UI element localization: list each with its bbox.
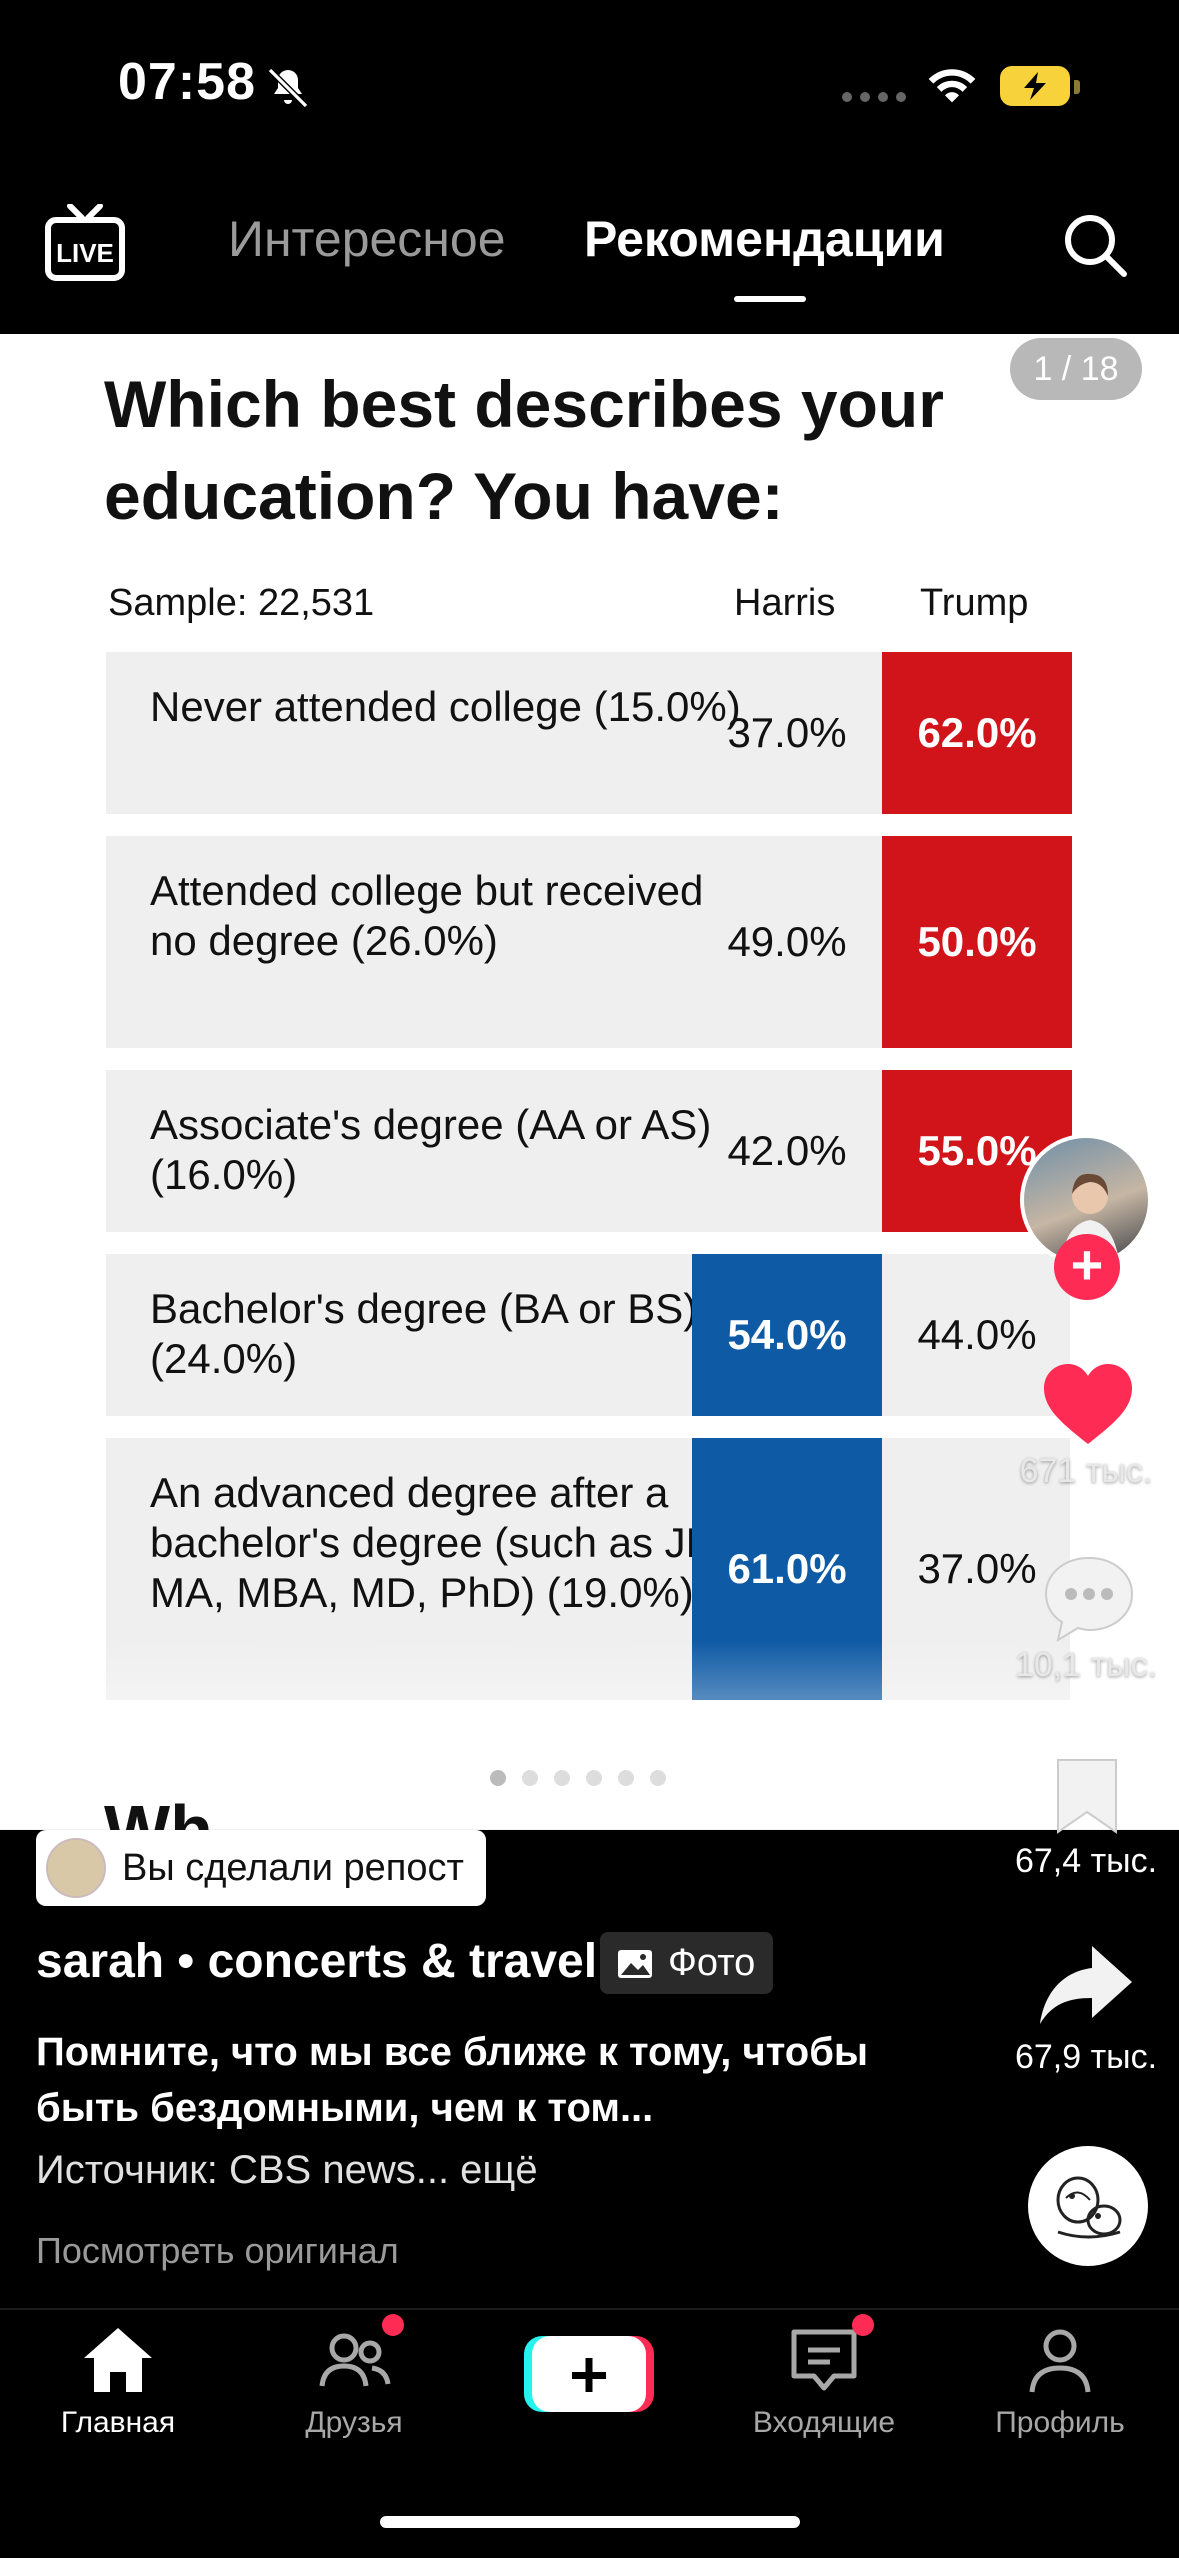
post-caption[interactable]: Помните, что мы все ближе к тому, чтобы … [36, 2030, 869, 2130]
tab-friends-label: Друзья [305, 2406, 403, 2439]
column-header-harris: Harris [734, 582, 836, 624]
card-fade [0, 1640, 1179, 1830]
table-row: Bachelor's degree (BA or BS) (24.0%) 54.… [106, 1254, 1070, 1416]
live-label: LIVE [56, 238, 114, 268]
home-indicator [380, 2516, 800, 2528]
repost-avatar [46, 1838, 106, 1898]
author-name[interactable]: sarah • concerts & travel [36, 1935, 598, 1988]
row-label: Attended college but received no degree … [150, 867, 704, 964]
wifi-icon [928, 69, 976, 103]
repost-badge[interactable]: Вы сделали репост [36, 1830, 486, 1906]
likes-count: 671 тыс. [1019, 1452, 1153, 1490]
battery-nub [1074, 80, 1080, 94]
tab-profile[interactable]: Профиль [960, 2320, 1160, 2440]
harris-value: 42.0% [727, 1127, 847, 1174]
slide-dot [490, 1770, 506, 1786]
active-tab-indicator [734, 296, 806, 302]
slide-dots [490, 1770, 666, 1786]
tab-friends[interactable]: Друзья [254, 2320, 454, 2440]
comments-count: 10,1 тыс. [1014, 1646, 1158, 1684]
tab-home[interactable]: Главная [18, 2320, 218, 2440]
bell-muted-icon [267, 67, 309, 109]
saves-count: 67,4 тыс. [1014, 1842, 1158, 1880]
share-icon[interactable] [1036, 1940, 1136, 2030]
trump-value: 44.0% [917, 1311, 1037, 1358]
status-time: 07:58 [118, 53, 256, 111]
photo-tag: Фото [600, 1932, 774, 1994]
slide-dot [554, 1770, 570, 1786]
tab-interesting[interactable]: Интересное [228, 211, 506, 267]
row-label: Associate's degree (AA or AS) (16.0%) [150, 1101, 712, 1198]
friends-icon [319, 2333, 391, 2387]
slide-dot [618, 1770, 634, 1786]
view-original-link[interactable]: Посмотреть оригинал [36, 2230, 399, 2271]
bookmark-icon[interactable] [1052, 1756, 1122, 1836]
tab-inbox[interactable]: Входящие [724, 2320, 924, 2440]
search-icon[interactable] [1060, 210, 1130, 280]
inbox-badge [852, 2314, 874, 2336]
tab-home-label: Главная [60, 2406, 176, 2439]
tab-inbox-label: Входящие [752, 2406, 896, 2439]
like-icon[interactable] [1040, 1360, 1136, 1448]
signal-icon [842, 92, 906, 102]
sound-disc[interactable] [1028, 2146, 1148, 2266]
row-label: Never attended college (15.0%) [150, 683, 741, 730]
table-row: Associate's degree (AA or AS) (16.0%) 42… [106, 1070, 1072, 1232]
trump-value: 50.0% [882, 836, 1072, 1048]
table-row: Attended college but received no degree … [106, 836, 1072, 1048]
sample-size: Sample: 22,531 [108, 582, 375, 624]
row-label: Bachelor's degree (BA or BS) (24.0%) [150, 1285, 698, 1382]
slide-dot [586, 1770, 602, 1786]
harris-value: 54.0% [692, 1254, 882, 1416]
trump-value: 62.0% [882, 652, 1072, 814]
battery-icon [1000, 66, 1070, 106]
create-button[interactable] [524, 2332, 654, 2416]
slide-dot [650, 1770, 666, 1786]
slide-dot [522, 1770, 538, 1786]
shares-count: 67,9 тыс. [1014, 2038, 1158, 2076]
source-text[interactable]: Источник: CBS news... ещё [36, 2148, 538, 2192]
tab-profile-label: Профиль [995, 2406, 1125, 2439]
column-header-trump: Trump [920, 582, 1029, 624]
follow-button[interactable]: + [1054, 1234, 1120, 1300]
poll-title: Which best describes your education? You… [104, 367, 944, 533]
tab-recommendations[interactable]: Рекомендации [584, 211, 945, 267]
trump-value: 37.0% [917, 1545, 1037, 1592]
slide-counter: 1 / 18 [1010, 338, 1142, 400]
friends-badge [382, 2314, 404, 2336]
table-row: Never attended college (15.0%) 37.0% 62.… [106, 652, 1072, 814]
home-icon [84, 2328, 152, 2392]
photo-icon [618, 1950, 652, 1978]
comment-icon[interactable] [1040, 1552, 1138, 1644]
inbox-icon [791, 2329, 857, 2391]
row-label: An advanced degree after a bachelor's de… [150, 1469, 728, 1616]
live-icon[interactable]: LIVE [44, 204, 126, 282]
profile-icon [1029, 2329, 1091, 2393]
harris-value: 37.0% [727, 709, 847, 756]
harris-value: 49.0% [727, 918, 847, 965]
